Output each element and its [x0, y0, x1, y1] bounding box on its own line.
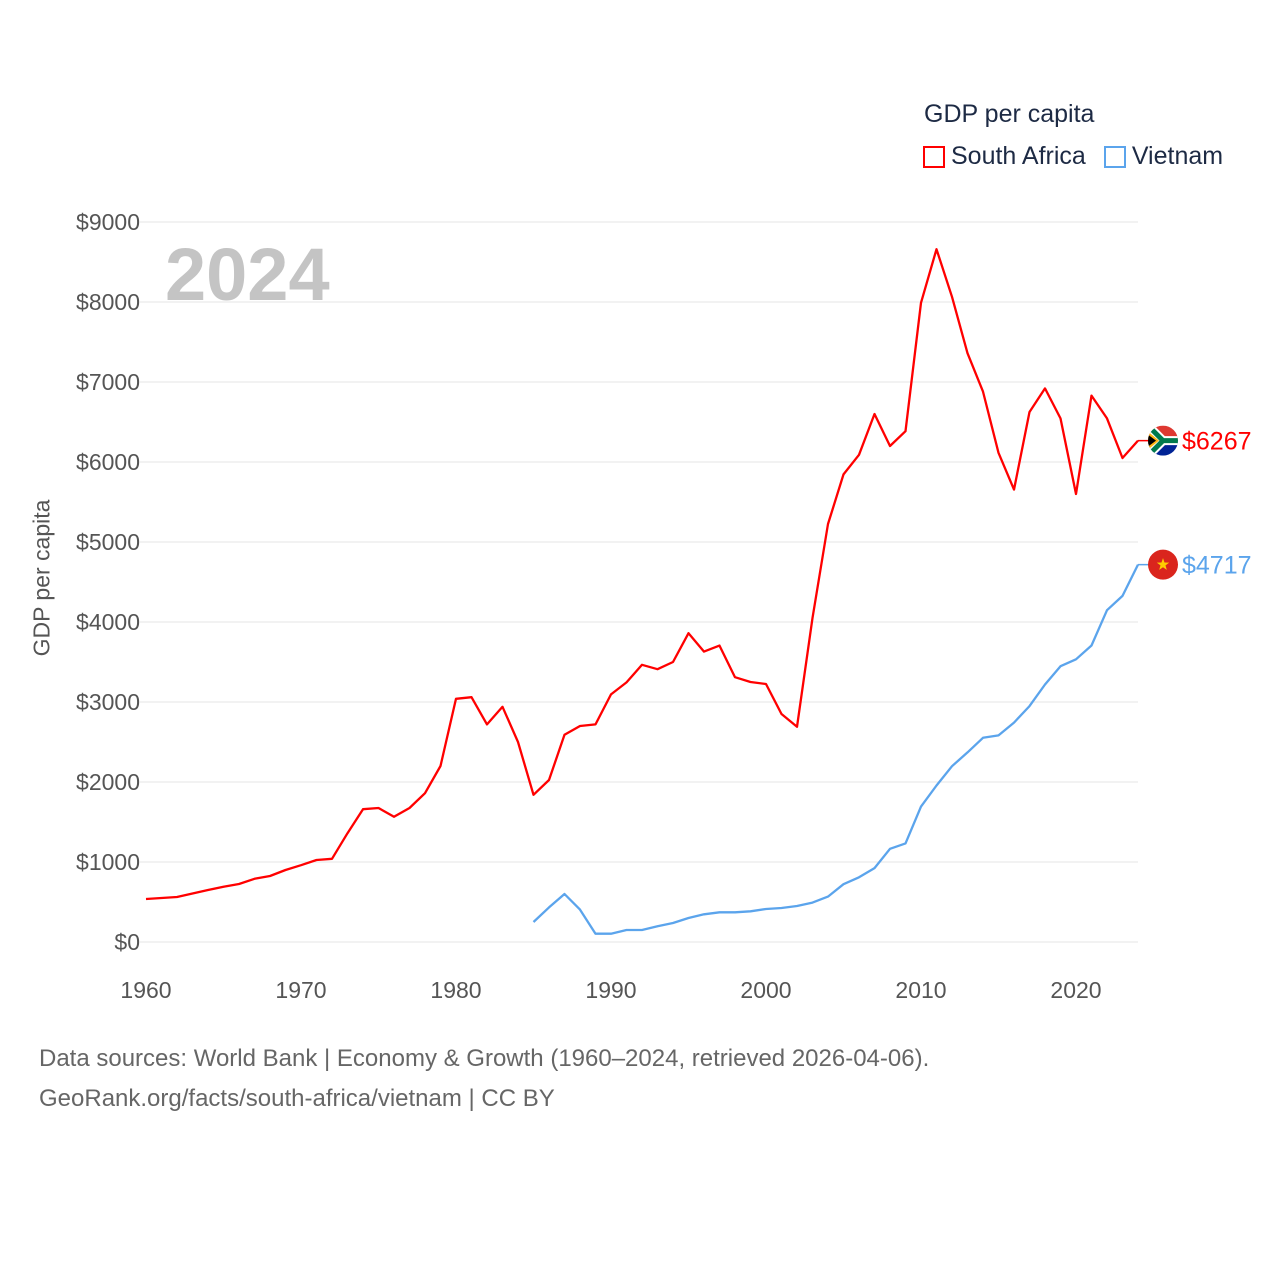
x-tick-label: 1970	[275, 977, 326, 1003]
legend-item-vietnam[interactable]: Vietnam	[1103, 142, 1224, 171]
legend: South Africa Vietnam	[923, 142, 1223, 171]
legend-title: GDP per capita	[924, 100, 1095, 128]
y-tick-label: $2000	[76, 769, 140, 795]
legend-item-south-africa[interactable]: South Africa	[923, 142, 1086, 171]
y-tick-label: $4000	[76, 609, 140, 635]
legend-swatch-vietnam	[1103, 145, 1126, 168]
end-label-vietnam: $4717	[1182, 552, 1252, 580]
legend-label-south-africa: South Africa	[951, 142, 1086, 170]
legend-label-vietnam: Vietnam	[1131, 142, 1224, 170]
y-tick-label: $0	[114, 929, 140, 955]
year-label: 2024	[165, 233, 330, 316]
y-tick-label: $8000	[76, 289, 140, 315]
y-tick-label: $3000	[76, 689, 140, 715]
y-tick-label: $9000	[76, 209, 140, 235]
series-line-vietnam	[532, 564, 1140, 935]
south-africa-flag-icon	[1148, 425, 1178, 456]
y-axis-label: GDP per capita	[28, 499, 55, 657]
y-tick-label: $5000	[76, 529, 140, 555]
vietnam-flag-star-icon	[1156, 558, 1170, 570]
y-tick-label: $1000	[76, 849, 140, 875]
end-label-south-africa: $6267	[1182, 428, 1252, 456]
x-tick-label: 2020	[1050, 977, 1101, 1003]
footer-attribution[interactable]: GeoRank.org/facts/south-africa/vietnam |…	[39, 1085, 555, 1112]
x-tick-label: 1990	[585, 977, 636, 1003]
x-tick-label: 2010	[895, 977, 946, 1003]
y-tick-label: $6000	[76, 449, 140, 475]
series-line-south-africa	[145, 248, 1139, 901]
x-tick-label: 1980	[430, 977, 481, 1003]
y-tick-label: $7000	[76, 369, 140, 395]
legend-swatch-south-africa	[923, 145, 945, 168]
footer-sources: Data sources: World Bank | Economy & Gro…	[39, 1045, 930, 1072]
x-tick-label: 1960	[120, 977, 171, 1003]
x-tick-label: 2000	[740, 977, 791, 1003]
